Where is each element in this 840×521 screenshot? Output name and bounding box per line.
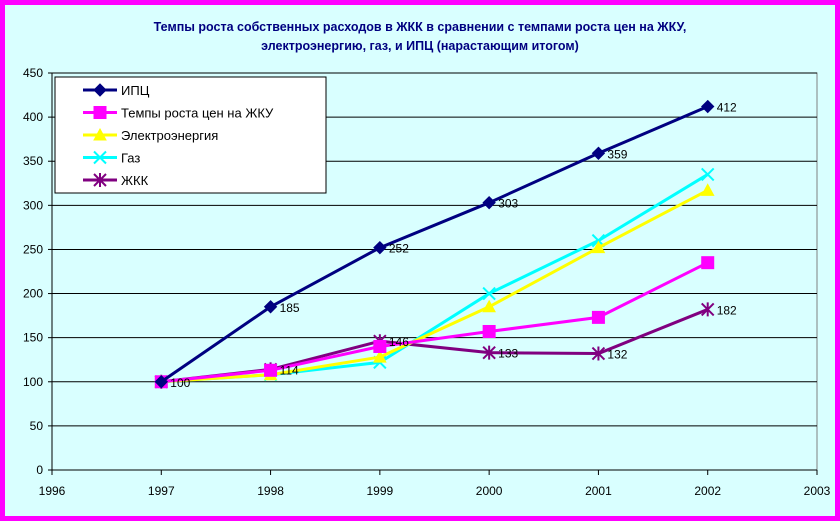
y-tick-label: 0 [36, 463, 43, 477]
data-label: 252 [389, 242, 409, 256]
data-label: 185 [280, 301, 300, 315]
y-tick-label: 450 [23, 66, 43, 80]
x-tick-label: 2001 [585, 484, 612, 498]
x-tick-label: 2002 [694, 484, 721, 498]
chart-title: Темпы роста собственных расходов в ЖКК в… [0, 18, 840, 56]
data-point [154, 375, 168, 389]
x-tick-label: 1997 [148, 484, 175, 498]
y-tick-label: 250 [23, 242, 43, 256]
data-point [373, 339, 387, 353]
data-label: 303 [498, 197, 518, 211]
legend-entry: Электроэнергия [121, 128, 218, 143]
x-tick-label: 1998 [257, 484, 284, 498]
data-point [93, 127, 107, 141]
data-label: 133 [498, 347, 518, 361]
data-label: 412 [717, 101, 737, 115]
data-point [482, 324, 496, 338]
data-point [482, 299, 496, 313]
series-line [161, 261, 709, 384]
series-line [160, 105, 709, 384]
data-point [591, 146, 606, 160]
data-point [591, 240, 606, 254]
legend-entry: Газ [121, 151, 140, 166]
data-label: 114 [280, 363, 299, 377]
data-point [591, 310, 605, 324]
data-point [373, 350, 387, 363]
data-label: 100 [170, 376, 190, 390]
data-point [263, 300, 278, 314]
data-point [373, 240, 387, 255]
x-tick-label: 2003 [804, 484, 831, 498]
data-point [701, 167, 715, 182]
data-point [701, 99, 715, 114]
chart-title-line-1: Темпы роста собственных расходов в ЖКК в… [153, 20, 687, 34]
y-tick-label: 200 [23, 287, 43, 301]
series-2 [154, 256, 715, 389]
data-point [482, 286, 496, 301]
y-tick-label: 100 [23, 375, 43, 389]
data-point [701, 302, 715, 317]
x-tick-label: 1999 [367, 484, 394, 498]
data-point [701, 256, 715, 270]
data-point [93, 106, 107, 119]
legend-entry: Темпы роста цен на ЖКУ [121, 106, 274, 121]
legend: ИПЦ Темпы роста цен на ЖКУ Электроэнергия Г… [54, 76, 327, 194]
data-point [700, 183, 715, 196]
y-tick-label: 400 [23, 110, 43, 124]
y-tick-label: 300 [23, 198, 43, 212]
data-point [93, 173, 107, 187]
x-tick-label: 2000 [476, 484, 503, 498]
y-tick-label: 150 [23, 331, 43, 345]
data-label: 359 [607, 147, 627, 161]
y-tick-label: 50 [30, 419, 44, 433]
chart-title-line-2: электроэнергию, газ, и ИПЦ (нарастающим … [261, 39, 579, 53]
series-1 [154, 99, 715, 389]
data-point [93, 83, 107, 97]
data-point [482, 345, 496, 360]
legend-entry: ЖКК [121, 173, 149, 188]
y-tick-label: 350 [23, 154, 43, 168]
data-point [93, 150, 107, 165]
data-label: 146 [389, 335, 409, 349]
data-label: 182 [717, 303, 737, 317]
series-line [161, 189, 709, 384]
x-tick-label: 1996 [39, 484, 66, 498]
data-label: 132 [607, 348, 627, 362]
data-point [591, 346, 606, 361]
legend-entry: ИПЦ [121, 83, 150, 98]
data-point [264, 363, 278, 377]
data-point [482, 195, 496, 210]
